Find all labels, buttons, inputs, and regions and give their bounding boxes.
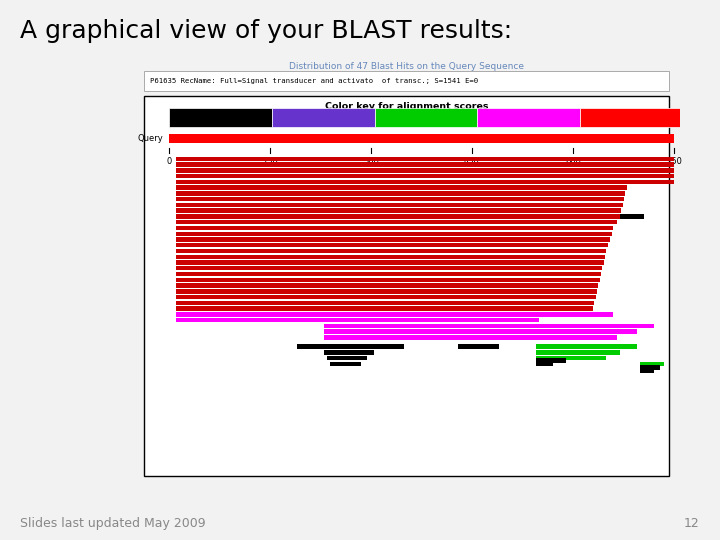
Text: Slides last updated May 2009: Slides last updated May 2009 (20, 517, 206, 530)
FancyBboxPatch shape (176, 249, 606, 253)
FancyBboxPatch shape (536, 356, 606, 360)
Text: 50-80: 50-80 (412, 113, 440, 122)
FancyBboxPatch shape (176, 301, 595, 305)
FancyBboxPatch shape (144, 96, 670, 476)
FancyBboxPatch shape (176, 284, 598, 288)
FancyBboxPatch shape (536, 350, 620, 355)
FancyBboxPatch shape (324, 335, 616, 340)
FancyBboxPatch shape (330, 362, 361, 366)
FancyBboxPatch shape (324, 350, 374, 355)
FancyBboxPatch shape (374, 107, 477, 127)
FancyBboxPatch shape (176, 237, 610, 242)
Text: 80-200: 80-200 (511, 113, 546, 122)
FancyBboxPatch shape (580, 107, 683, 127)
FancyBboxPatch shape (176, 157, 674, 161)
Text: 12: 12 (684, 517, 700, 530)
Text: 40-50: 40-50 (309, 113, 338, 122)
FancyBboxPatch shape (536, 362, 553, 366)
FancyBboxPatch shape (176, 243, 608, 247)
Text: P61635 RecName: Full=Signal transducer and activato  of transc.; S=1541 E=0: P61635 RecName: Full=Signal transducer a… (150, 78, 478, 84)
FancyBboxPatch shape (176, 185, 626, 190)
Text: Query: Query (138, 134, 163, 143)
FancyBboxPatch shape (539, 350, 570, 355)
FancyBboxPatch shape (176, 289, 597, 294)
Text: Color key for alignment scores: Color key for alignment scores (325, 102, 489, 111)
Text: 150: 150 (262, 157, 278, 166)
FancyBboxPatch shape (176, 208, 621, 213)
FancyBboxPatch shape (176, 232, 612, 236)
FancyBboxPatch shape (176, 278, 600, 282)
FancyBboxPatch shape (176, 174, 674, 178)
FancyBboxPatch shape (640, 365, 660, 369)
FancyBboxPatch shape (536, 358, 566, 363)
Text: A graphical view of your BLAST results:: A graphical view of your BLAST results: (20, 19, 513, 43)
FancyBboxPatch shape (176, 312, 613, 316)
Text: 750: 750 (666, 157, 682, 166)
Text: 0: 0 (166, 157, 171, 166)
FancyBboxPatch shape (176, 214, 620, 219)
FancyBboxPatch shape (176, 180, 674, 184)
FancyBboxPatch shape (168, 134, 674, 144)
FancyBboxPatch shape (327, 356, 367, 360)
FancyBboxPatch shape (324, 323, 654, 328)
FancyBboxPatch shape (176, 202, 623, 207)
FancyBboxPatch shape (176, 306, 593, 311)
FancyBboxPatch shape (176, 168, 674, 173)
FancyBboxPatch shape (176, 272, 601, 276)
FancyBboxPatch shape (176, 220, 616, 225)
FancyBboxPatch shape (144, 71, 670, 91)
FancyBboxPatch shape (176, 260, 604, 265)
Text: >=200: >=200 (615, 113, 649, 122)
FancyBboxPatch shape (176, 266, 603, 271)
FancyBboxPatch shape (176, 163, 674, 167)
FancyBboxPatch shape (640, 369, 654, 373)
FancyBboxPatch shape (176, 197, 624, 201)
FancyBboxPatch shape (536, 345, 636, 349)
Text: 450: 450 (464, 157, 480, 166)
FancyBboxPatch shape (640, 362, 664, 366)
Text: 300: 300 (363, 157, 379, 166)
Text: Distribution of 47 Blast Hits on the Query Sequence: Distribution of 47 Blast Hits on the Que… (289, 62, 524, 71)
FancyBboxPatch shape (297, 345, 405, 349)
FancyBboxPatch shape (459, 345, 499, 349)
FancyBboxPatch shape (168, 107, 271, 127)
FancyBboxPatch shape (620, 214, 644, 219)
FancyBboxPatch shape (271, 107, 374, 127)
FancyBboxPatch shape (176, 226, 613, 230)
FancyBboxPatch shape (176, 295, 595, 299)
Text: 600: 600 (565, 157, 581, 166)
FancyBboxPatch shape (324, 329, 636, 334)
FancyBboxPatch shape (176, 318, 539, 322)
Text: <40: <40 (210, 113, 230, 122)
FancyBboxPatch shape (176, 254, 605, 259)
FancyBboxPatch shape (176, 191, 626, 195)
FancyBboxPatch shape (477, 107, 580, 127)
